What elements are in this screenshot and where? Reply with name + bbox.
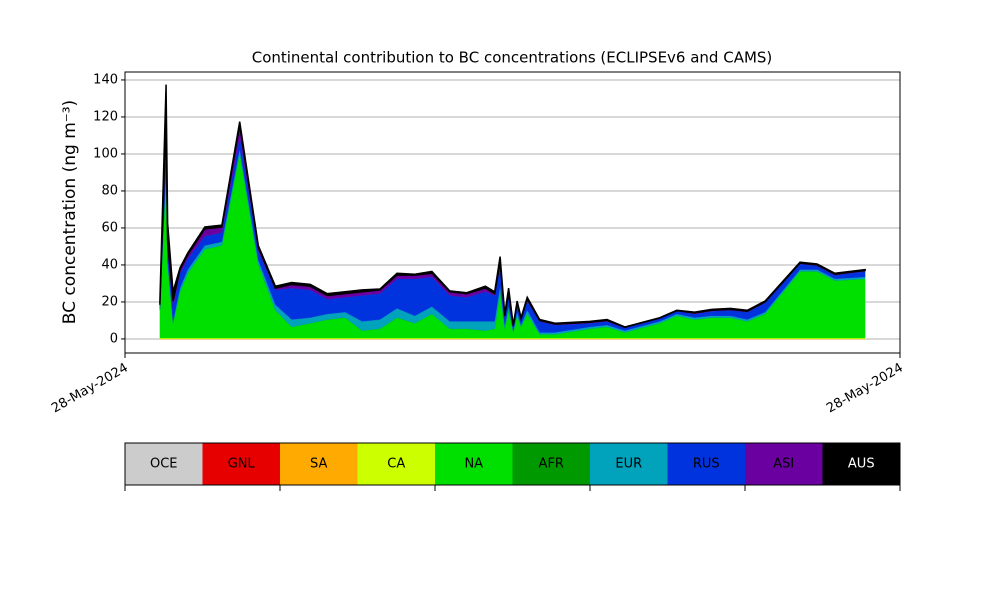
legend-swatch: [202, 443, 280, 485]
y-tick-label: 0: [110, 331, 118, 346]
legend-swatch: [667, 443, 745, 485]
legend-label: NA: [464, 457, 483, 472]
y-tick-label: 40: [101, 257, 118, 272]
chart-title: Continental contribution to BC concentra…: [252, 49, 773, 67]
legend-swatch: [357, 443, 435, 485]
axes-frame: [124, 71, 901, 354]
legend-label: OCE: [150, 457, 178, 472]
legend-swatch: [512, 443, 590, 485]
legend-label: CA: [387, 457, 405, 472]
y-tick-label: 120: [93, 109, 118, 124]
y-tick-label: 80: [101, 183, 118, 198]
legend-label: EUR: [615, 457, 642, 472]
y-axis-label: BC concentration (ng m⁻³): [60, 100, 80, 324]
legend-swatch: [280, 443, 358, 485]
x-tick-label: 28-May-2024: [49, 361, 131, 417]
x-tick-label: 28-May-2024: [824, 361, 906, 417]
legend-label: AFR: [539, 457, 564, 472]
legend-swatch: [745, 443, 823, 485]
legend-swatch: [435, 443, 513, 485]
y-tick-label: 60: [101, 220, 118, 235]
legend-label: ASI: [773, 457, 794, 472]
legend-label: AUS: [848, 457, 875, 472]
legend-swatch: [590, 443, 668, 485]
legend-swatch: [822, 443, 900, 485]
legend-label: GNL: [228, 457, 256, 472]
legend-swatch: [125, 443, 203, 485]
legend-frame: [124, 442, 901, 486]
y-tick-label: 20: [101, 294, 118, 309]
y-tick-label: 140: [93, 72, 118, 87]
legend-label: SA: [310, 457, 327, 472]
y-tick-label: 100: [93, 146, 118, 161]
legend-label: RUS: [693, 457, 720, 472]
area: [159, 84, 866, 329]
